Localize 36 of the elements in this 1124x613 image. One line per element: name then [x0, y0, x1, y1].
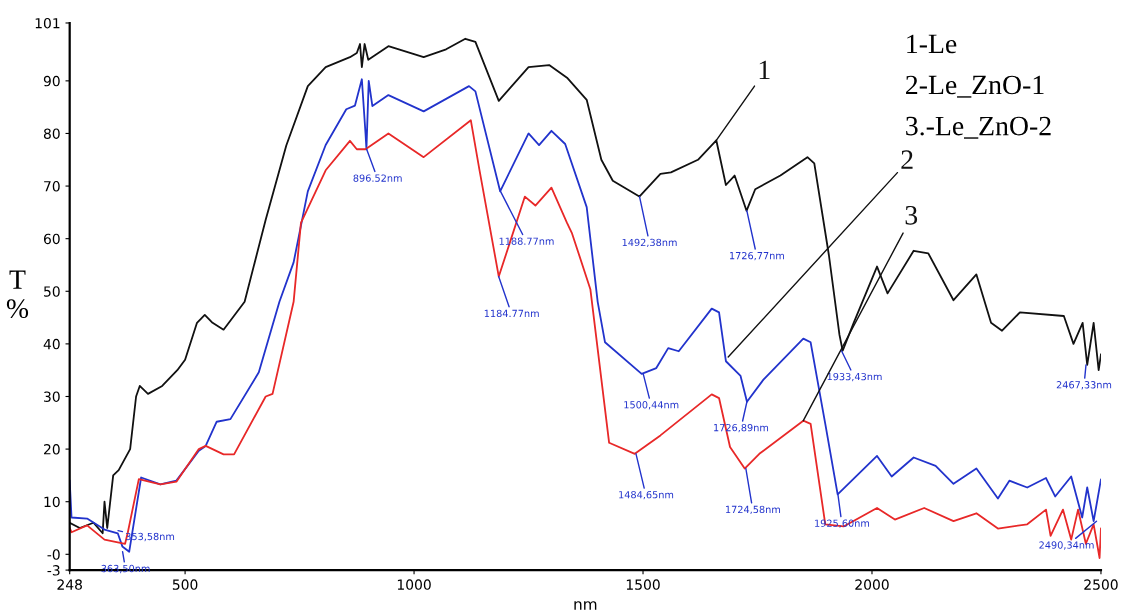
y-tick-label: 80 [43, 128, 60, 139]
x-tick-label: 1000 [397, 579, 431, 590]
annotation: 1933,43nm [827, 372, 882, 382]
annotation: 1726,77nm [730, 251, 784, 261]
x-tick-label: 2000 [855, 579, 889, 590]
annotation: 1500,44nm [624, 401, 679, 410]
y-tick-label: 20 [44, 444, 60, 455]
y-tick-label: 90 [43, 75, 60, 87]
annotation: 1-Le [907, 34, 957, 54]
y-axis-title: T % [6, 270, 29, 319]
y-tick-label: -0 [47, 549, 60, 560]
annotation: 1 [759, 60, 770, 79]
x-axis-title: nm [574, 601, 597, 610]
y-tick-label: 40 [43, 338, 60, 350]
annotation: 2467,33nm [1056, 381, 1112, 390]
annotation: 3 [905, 205, 918, 225]
y-tick-label: 50 [44, 286, 60, 297]
y-tick-label: 60 [43, 233, 60, 245]
y-tick-label: -3 [47, 565, 60, 576]
x-tick-label: 248 [57, 579, 82, 590]
y-tick-label: 101 [35, 17, 60, 29]
y-tick-label: 30 [44, 391, 60, 402]
annotation: 2 [901, 150, 913, 169]
annotation: 2-Le_ZnO-1 [906, 75, 1044, 98]
annotation: 1484,65nm [619, 491, 674, 500]
annotation: 1492,38nm [622, 238, 677, 248]
y-tick-label: 70 [44, 181, 60, 192]
annotation: 3.-Le_ZnO-2 [906, 116, 1051, 139]
y-tick-label: 10 [44, 496, 60, 508]
annotation: 1724,58nm [726, 505, 780, 515]
annotation: 1184.77nm [484, 309, 539, 318]
annotation: 896.52nm [353, 174, 402, 182]
annotation: 2490,34nm [1039, 541, 1094, 550]
x-tick-label: 1500 [626, 579, 660, 590]
x-tick-label: 2500 [1084, 579, 1118, 590]
x-tick-label: 500 [172, 579, 198, 590]
